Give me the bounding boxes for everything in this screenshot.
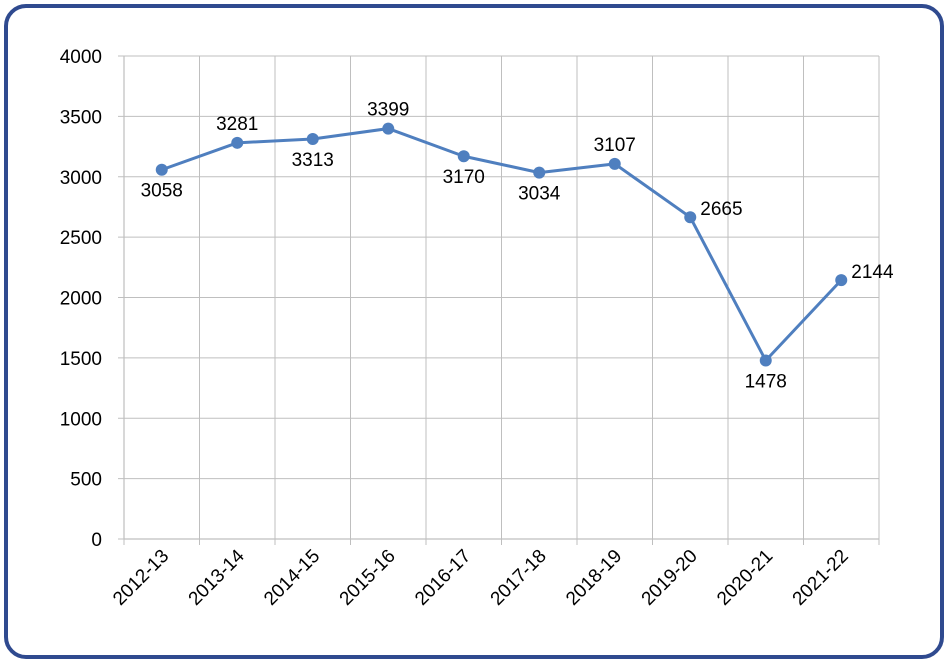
y-tick-label: 3500 — [60, 107, 102, 128]
y-tick-labels: 0 500 1000 1500 2000 2500 3000 3500 4000 — [60, 47, 102, 551]
data-point — [608, 157, 621, 170]
y-tick-label: 4000 — [60, 47, 102, 68]
data-point — [759, 354, 772, 367]
data-point — [684, 211, 697, 224]
x-tick-label: 2015-16 — [336, 546, 400, 610]
x-tick-label: 2012-13 — [109, 546, 173, 610]
data-point — [835, 274, 848, 287]
x-tick-label: 2020-21 — [713, 546, 777, 610]
data-point — [306, 132, 319, 145]
x-tick-label: 2013-14 — [185, 545, 249, 609]
data-point — [231, 136, 244, 149]
data-point — [533, 166, 546, 179]
y-tick-label: 1000 — [60, 409, 102, 430]
data-point — [155, 163, 168, 176]
series-polyline — [161, 127, 843, 363]
data-label: 1478 — [745, 372, 787, 393]
y-tick-label: 500 — [70, 470, 102, 491]
data-label: 3281 — [216, 114, 258, 135]
chart-frame — [4, 4, 944, 659]
x-tick-label: 2017-18 — [487, 546, 551, 610]
data-point — [457, 150, 470, 163]
x-tick-label: 2021-22 — [789, 546, 853, 610]
y-tick-label: 3000 — [60, 168, 102, 189]
series-line — [161, 127, 843, 363]
data-label: 2144 — [851, 262, 894, 283]
data-label: 2665 — [700, 199, 742, 220]
x-tick-label: 2019-20 — [638, 546, 702, 610]
data-label: 3170 — [443, 167, 485, 188]
y-tick-label: 2000 — [60, 289, 102, 310]
data-point — [382, 122, 395, 135]
data-label: 3034 — [518, 184, 561, 205]
data-label: 3058 — [141, 181, 183, 202]
x-tick-label: 2014-15 — [260, 546, 324, 610]
y-tick-label: 2500 — [60, 228, 102, 249]
y-tick-label: 1500 — [60, 349, 102, 370]
data-label: 3313 — [292, 150, 334, 171]
data-label: 3107 — [594, 135, 636, 156]
data-labels: 3058 3281 3313 3399 3170 3034 3107 2665 1478 2144 — [141, 100, 894, 393]
data-points — [155, 122, 848, 367]
axes — [118, 55, 880, 545]
x-tick-label: 2018-19 — [562, 546, 626, 610]
x-tick-labels: 2012-13 2013-14 2014-15 2015-16 2016-17 2017-… — [109, 545, 853, 609]
y-tick-label: 0 — [91, 530, 102, 551]
x-tick-label: 2016-17 — [411, 546, 475, 610]
data-label: 3399 — [367, 100, 409, 121]
